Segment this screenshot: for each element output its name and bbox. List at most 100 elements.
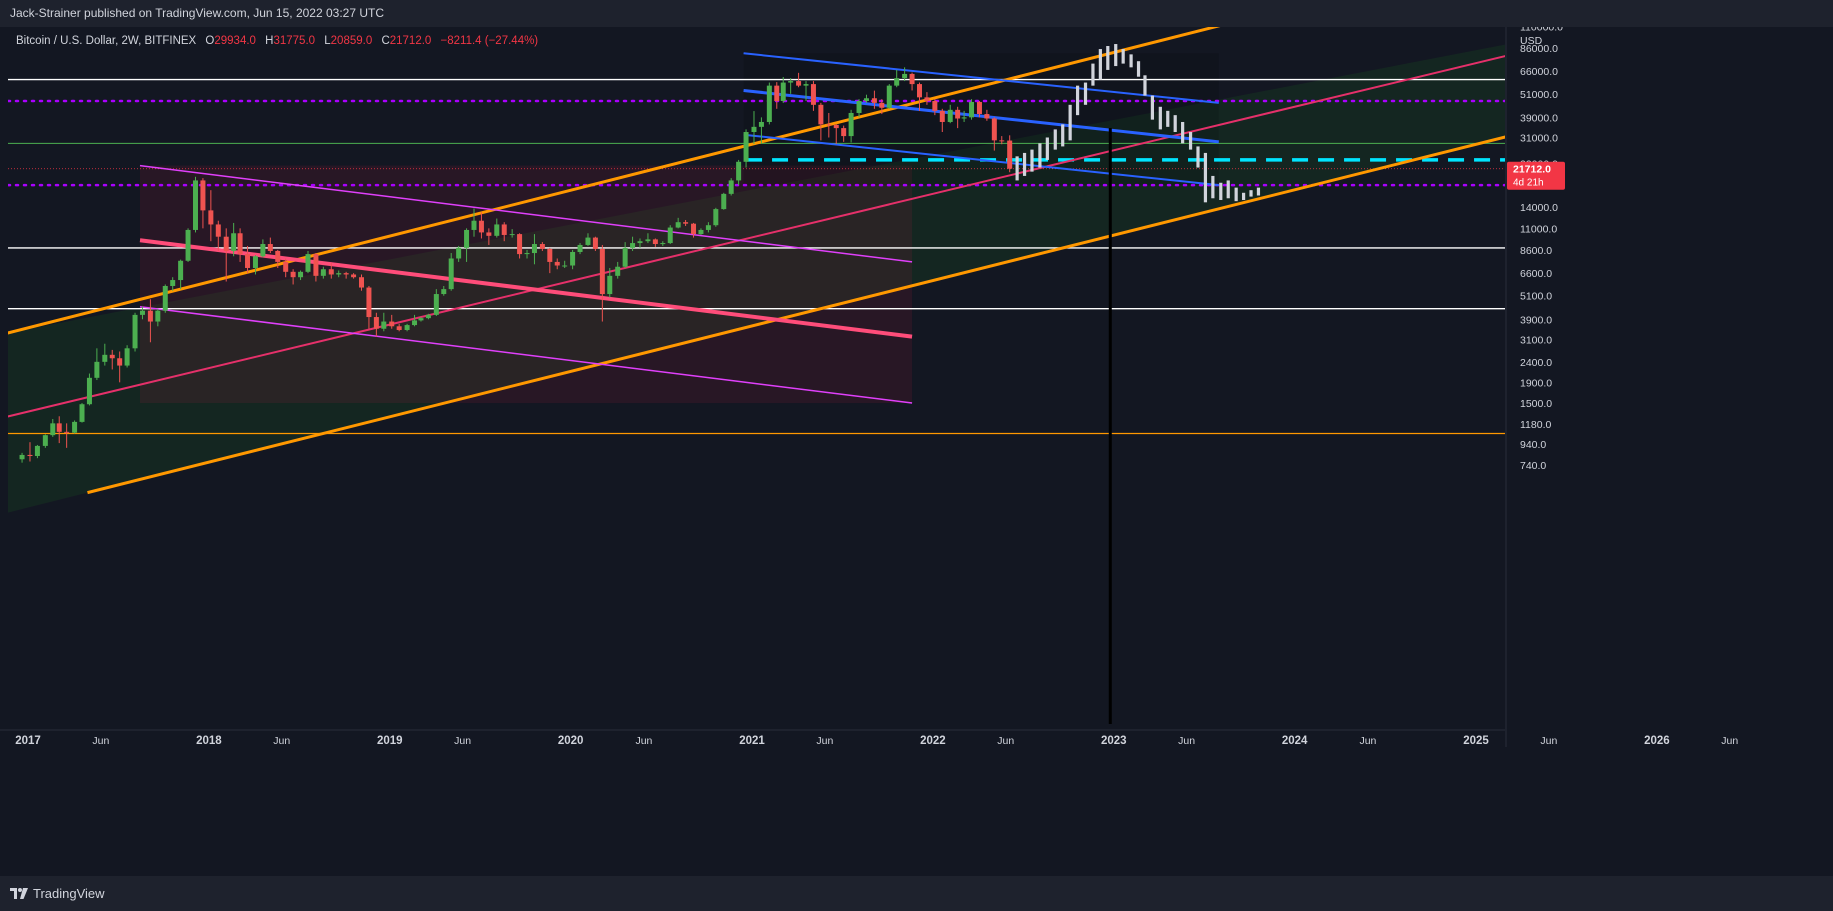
candle xyxy=(72,420,78,434)
candle-body xyxy=(147,310,153,322)
candle-body xyxy=(947,109,953,122)
projection-bar xyxy=(1173,115,1177,133)
projection-bar xyxy=(1053,129,1057,150)
candle xyxy=(139,306,145,320)
price-tick-label: 740.0 xyxy=(1520,460,1546,472)
legend-close-value: 21712.0 xyxy=(389,35,432,47)
candle-body xyxy=(117,358,123,366)
projection-bar xyxy=(1068,104,1072,141)
time-tick-label: Jun xyxy=(635,735,652,747)
candle xyxy=(991,117,997,151)
candle xyxy=(448,253,454,291)
projection-bar xyxy=(1158,106,1162,130)
price-tick-label: 3900.0 xyxy=(1520,314,1552,326)
candle-body xyxy=(675,222,681,228)
candle xyxy=(290,269,296,285)
candle xyxy=(42,434,48,448)
candle-body xyxy=(909,73,915,85)
projection-bar xyxy=(1030,149,1034,172)
candle-body xyxy=(223,236,229,251)
candle-body xyxy=(155,310,161,322)
price-axis-currency: USD xyxy=(1520,35,1543,47)
candle xyxy=(856,99,862,118)
candle xyxy=(192,176,198,233)
candle-body xyxy=(570,251,576,266)
candle-body xyxy=(86,377,92,405)
candle xyxy=(577,243,583,255)
candle xyxy=(736,159,742,186)
candle xyxy=(351,273,357,279)
candle xyxy=(788,78,794,94)
candle xyxy=(185,228,191,262)
projection-bar xyxy=(1226,180,1230,199)
candle xyxy=(117,351,123,383)
candle xyxy=(50,419,56,437)
candle xyxy=(381,312,387,332)
candle xyxy=(570,249,576,270)
candle-body xyxy=(524,253,530,255)
projection-bar xyxy=(1234,187,1238,202)
price-tick-label: 51000.0 xyxy=(1520,89,1558,101)
candle-body xyxy=(539,244,545,249)
candle xyxy=(208,190,214,242)
candle-body xyxy=(162,285,168,311)
candle xyxy=(916,82,922,111)
candle xyxy=(615,261,621,279)
price-tick-label: 8600.0 xyxy=(1520,245,1552,257)
time-tick-label: 2019 xyxy=(377,735,403,747)
time-tick-label: 2026 xyxy=(1644,735,1670,747)
candle xyxy=(64,423,70,448)
projection-bar xyxy=(1203,152,1208,203)
price-tick-label: 31000.0 xyxy=(1520,132,1558,144)
time-tick-label: Jun xyxy=(1540,735,1557,747)
candle-body xyxy=(336,273,342,275)
candle-body xyxy=(404,325,410,331)
candle xyxy=(585,233,591,246)
price-tick-label: 11000.0 xyxy=(1520,223,1557,235)
candle-body xyxy=(736,161,742,181)
candle-body xyxy=(562,265,568,267)
candle-body xyxy=(826,124,832,126)
candle xyxy=(412,314,418,327)
candle-body xyxy=(637,241,643,244)
candle xyxy=(245,245,251,274)
countdown-label: 4d 21h xyxy=(1513,178,1544,189)
tradingview-logo[interactable]: TradingView xyxy=(10,886,105,901)
candle xyxy=(758,117,764,144)
legend-close-label: C xyxy=(381,35,390,47)
candle xyxy=(441,285,447,296)
candle-body xyxy=(871,98,877,103)
candle xyxy=(531,234,537,265)
candle xyxy=(155,308,161,327)
candle xyxy=(932,99,938,116)
candle xyxy=(328,263,334,279)
candle xyxy=(886,84,892,109)
candle-body xyxy=(585,237,591,245)
time-tick-label: 2022 xyxy=(920,735,946,747)
projection-bar xyxy=(1075,85,1080,116)
candle-body xyxy=(863,98,869,102)
price-tick-label: 86000.0 xyxy=(1520,43,1558,55)
projection-bar xyxy=(1045,137,1049,160)
candle xyxy=(425,313,431,320)
candle xyxy=(132,312,138,352)
candle-body xyxy=(50,423,56,436)
candle xyxy=(924,92,930,105)
candle-body xyxy=(774,85,780,102)
candle-body xyxy=(283,261,289,272)
candle xyxy=(879,99,885,115)
candle-body xyxy=(932,101,938,111)
candles-layer xyxy=(19,67,1013,463)
candle xyxy=(976,101,982,118)
candle-body xyxy=(441,289,447,295)
candle-body xyxy=(848,112,854,137)
candle-body xyxy=(313,254,319,276)
candle xyxy=(260,239,266,258)
candle-body xyxy=(894,78,900,86)
candle-body xyxy=(64,431,70,433)
candle-body xyxy=(698,229,704,235)
candle xyxy=(622,242,628,268)
candle xyxy=(433,289,439,316)
